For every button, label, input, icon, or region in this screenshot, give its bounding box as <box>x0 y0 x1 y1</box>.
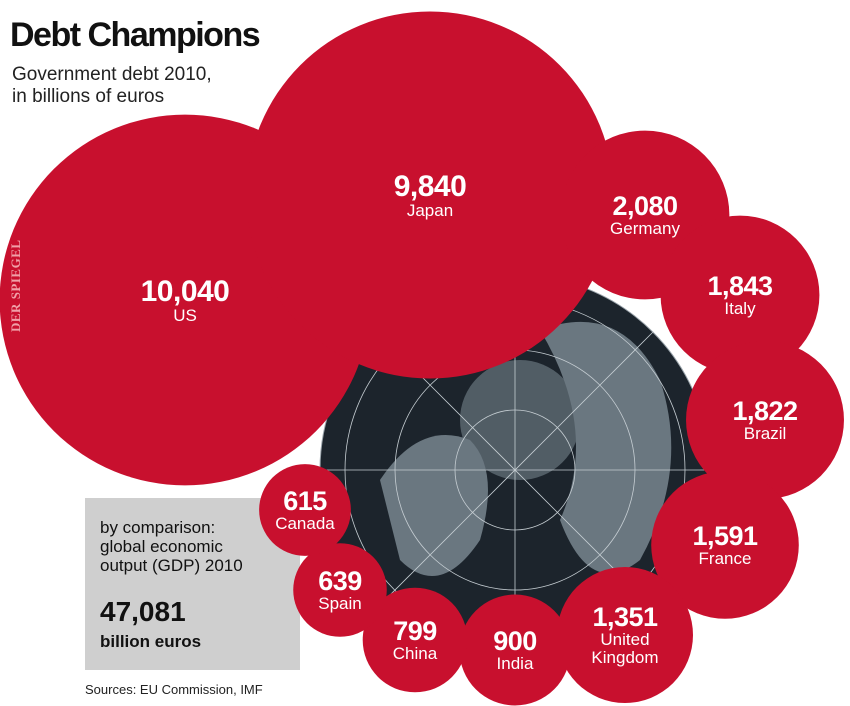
value-label: 639 <box>318 566 362 596</box>
bubble <box>459 594 571 706</box>
category-label: Italy <box>724 299 756 319</box>
category-label: China <box>392 644 438 664</box>
bubbles <box>0 11 844 706</box>
subtitle-line: Government debt 2010, <box>12 64 212 85</box>
value-label: 799 <box>393 616 437 646</box>
bubble <box>660 215 820 375</box>
value-label: 9,840 <box>393 169 467 203</box>
bubble <box>651 471 799 619</box>
value-label: 1,351 <box>592 602 658 632</box>
bubble <box>246 11 614 379</box>
chart-title: Debt Champions <box>10 16 261 54</box>
bubble-label: 1,822 Brazil <box>710 397 821 443</box>
value-label: 900 <box>493 626 537 656</box>
value-label: 1,843 <box>707 271 773 301</box>
bubble <box>557 567 693 703</box>
category-label: Japan <box>406 201 454 220</box>
subtitle: Government debt 2010, in billions of eur… <box>12 64 212 108</box>
category-label: France <box>698 549 752 569</box>
value-label: 1,591 <box>692 521 758 551</box>
category-label: India <box>496 654 534 674</box>
value-label: 1,822 <box>732 396 798 426</box>
category-label: Canada <box>275 514 335 534</box>
bubble <box>362 587 468 693</box>
bubble <box>293 543 387 637</box>
category-label: United Kingdom <box>591 630 659 668</box>
category-label: Spain <box>318 594 362 614</box>
subtitle-line: in billions of euros <box>12 85 165 107</box>
bubble-label: 1,591 France <box>673 522 776 568</box>
category-label: Brazil <box>743 424 787 444</box>
watermark: DER SPIEGEL <box>8 239 23 332</box>
bubble-label: 9,840 Japan <box>355 169 505 220</box>
value-label: 2,080 <box>612 191 678 221</box>
comparison-value: 47,081 <box>100 596 186 627</box>
bubble <box>259 464 351 556</box>
comparison-text: by comparison: global economic output (G… <box>100 518 243 576</box>
bubble-label: 1,351 United Kingdom <box>577 603 672 667</box>
value-label: 615 <box>283 486 327 516</box>
value-label: 10,040 <box>140 274 230 308</box>
bubble-label: 900 India <box>476 627 554 673</box>
bubble-label: 639 Spain <box>307 567 372 613</box>
bubble-label: 10,040 US <box>110 274 260 325</box>
comparison-unit: billion euros <box>100 632 202 651</box>
category-label: Germany <box>610 219 680 239</box>
source: Sources: EU Commission, IMF <box>85 682 263 697</box>
category-label: US <box>173 306 197 325</box>
bubble-label: 2,080 Germany <box>586 192 704 238</box>
bubble-label: 1,843 Italy <box>684 272 795 318</box>
bubble <box>686 341 844 499</box>
bubble-label: 799 China <box>378 617 451 663</box>
bubble-label: 615 Canada <box>273 487 337 533</box>
